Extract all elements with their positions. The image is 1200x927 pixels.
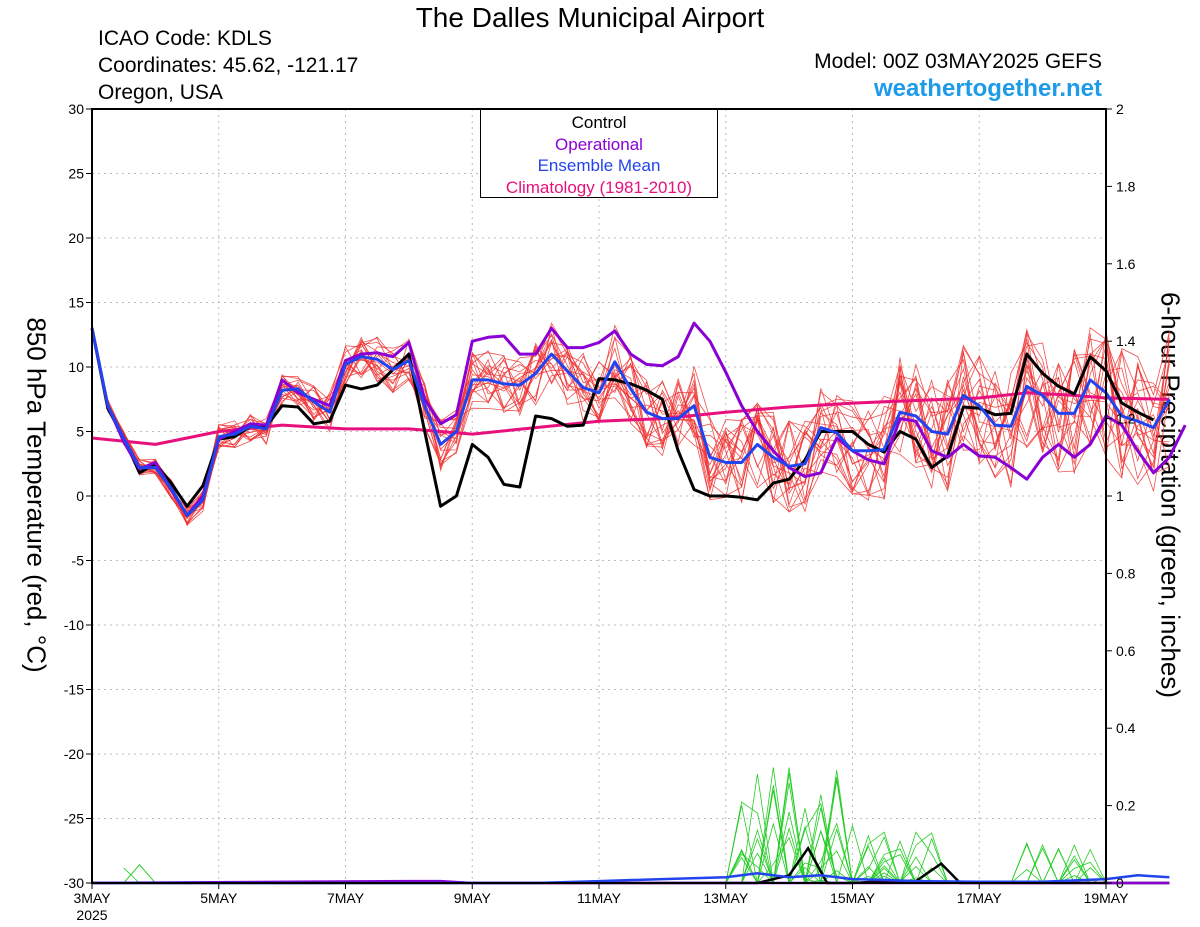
- x-tick-label: 11MAY: [577, 890, 621, 906]
- x-tick-year: 2025: [76, 907, 107, 923]
- y-tick-label: -20: [64, 746, 84, 762]
- precip-member-line: [123, 805, 1107, 884]
- control-precip-line: [92, 845, 1170, 885]
- y-tick-label: 0: [76, 488, 84, 504]
- icao-code: ICAO Code: KDLS: [98, 27, 272, 50]
- precip-member-line: [123, 840, 1107, 884]
- operational-series-line: [90, 321, 1187, 517]
- precip-member-line: [123, 801, 1107, 885]
- y2-tick-label: 1.4: [1116, 333, 1136, 349]
- y2-tick-label: 2: [1116, 101, 1124, 117]
- legend-entry-control: Control: [571, 113, 627, 132]
- coordinates: Coordinates: 45.62, -121.17: [98, 54, 359, 77]
- x-tick-label: 7MAY: [327, 890, 365, 906]
- region: Oregon, USA: [98, 81, 223, 104]
- precip-member-line: [123, 773, 1106, 885]
- precip-member-line: [123, 767, 1107, 885]
- y-tick-label: 25: [68, 166, 84, 182]
- precip-member-line: [123, 776, 1106, 884]
- precip-member-line: [123, 770, 1106, 884]
- precip-member-line: [123, 830, 1106, 885]
- y-tick-label: 30: [68, 101, 84, 117]
- y-tick-label: 15: [68, 295, 84, 311]
- precip-member-line: [123, 785, 1106, 884]
- y2-tick-label: 0.6: [1116, 643, 1136, 659]
- y-tick-label: -15: [64, 682, 84, 698]
- y2-tick-label: 1.8: [1116, 178, 1136, 194]
- ensemble-member-line: [91, 331, 1170, 527]
- precip-member-line: [123, 782, 1106, 884]
- precip-member-line: [123, 790, 1106, 884]
- x-tick-label: 9MAY: [454, 890, 492, 906]
- precip-member-line: [123, 828, 1106, 884]
- x-tick-label: 15MAY: [830, 890, 876, 906]
- y2-tick-label: 0.2: [1116, 798, 1136, 814]
- legend-entry-climatology: Climatology (1981-2010): [505, 177, 693, 197]
- precip-main-lines: [91, 845, 1170, 885]
- site-link[interactable]: weathertogether.net: [873, 75, 1102, 102]
- mean-precip-line: [92, 872, 1170, 885]
- y-tick-label: 5: [76, 424, 84, 440]
- legend: Control Operational Ensemble Mean Climat…: [480, 109, 718, 198]
- plot-frame: [91, 108, 1107, 884]
- x-tick-label: 17MAY: [957, 890, 1003, 906]
- y-tick-label: 10: [68, 359, 84, 375]
- y2-tick-label: 1.2: [1116, 411, 1136, 427]
- legend-entry-operational: Operational: [555, 134, 643, 154]
- legend-entry-ensemble-mean: Ensemble Mean: [537, 156, 661, 175]
- x-tick-label: 3MAY: [73, 890, 111, 906]
- y2-tick-label: 0.4: [1116, 720, 1136, 736]
- y2-tick-label: 0.8: [1116, 565, 1136, 581]
- precip-member-line: [123, 837, 1106, 884]
- y2-tick-label: 1: [1116, 488, 1124, 504]
- y-ticks-right: 2 1.8 1.6 1.4 1.2 1 0.8 0.6 0.4 0.2 0: [1106, 101, 1136, 891]
- x-ticks: 3MAY2025 5MAY 7MAY 9MAY 11MAY 13MAY 15MAY 17MAY…: [73, 883, 1129, 923]
- y-tick-label: -10: [64, 617, 84, 633]
- mean-series-line: [90, 327, 1171, 517]
- precip-member-lines: [123, 767, 1107, 885]
- grid-lines: [92, 109, 1106, 883]
- precip-member-line: [123, 767, 1106, 884]
- x-tick-label: 19MAY: [1084, 890, 1130, 906]
- y-tick-label: -25: [64, 811, 84, 827]
- precip-member-line: [123, 780, 1106, 885]
- precip-member-line: [123, 802, 1106, 885]
- y-ticks-left: 30 25 20 15 10 5 0 -5 -10 -15 -20 -25 -30: [64, 101, 92, 891]
- y-tick-label: -30: [64, 875, 84, 891]
- y-tick-label: -5: [72, 553, 85, 569]
- y2-tick-label: 1.6: [1116, 256, 1136, 272]
- main-series-lines: [90, 321, 1187, 517]
- y2-tick-label: 0: [1116, 875, 1124, 891]
- precip-member-line: [123, 825, 1106, 884]
- precip-member-line: [123, 824, 1106, 884]
- model-run: Model: 00Z 03MAY2025 GEFS: [814, 50, 1102, 73]
- x-tick-label: 13MAY: [703, 890, 749, 906]
- chart-title: The Dalles Municipal Airport: [415, 2, 765, 33]
- y-tick-label: 20: [68, 230, 84, 246]
- x-tick-label: 5MAY: [200, 890, 238, 906]
- precip-member-line: [123, 822, 1106, 884]
